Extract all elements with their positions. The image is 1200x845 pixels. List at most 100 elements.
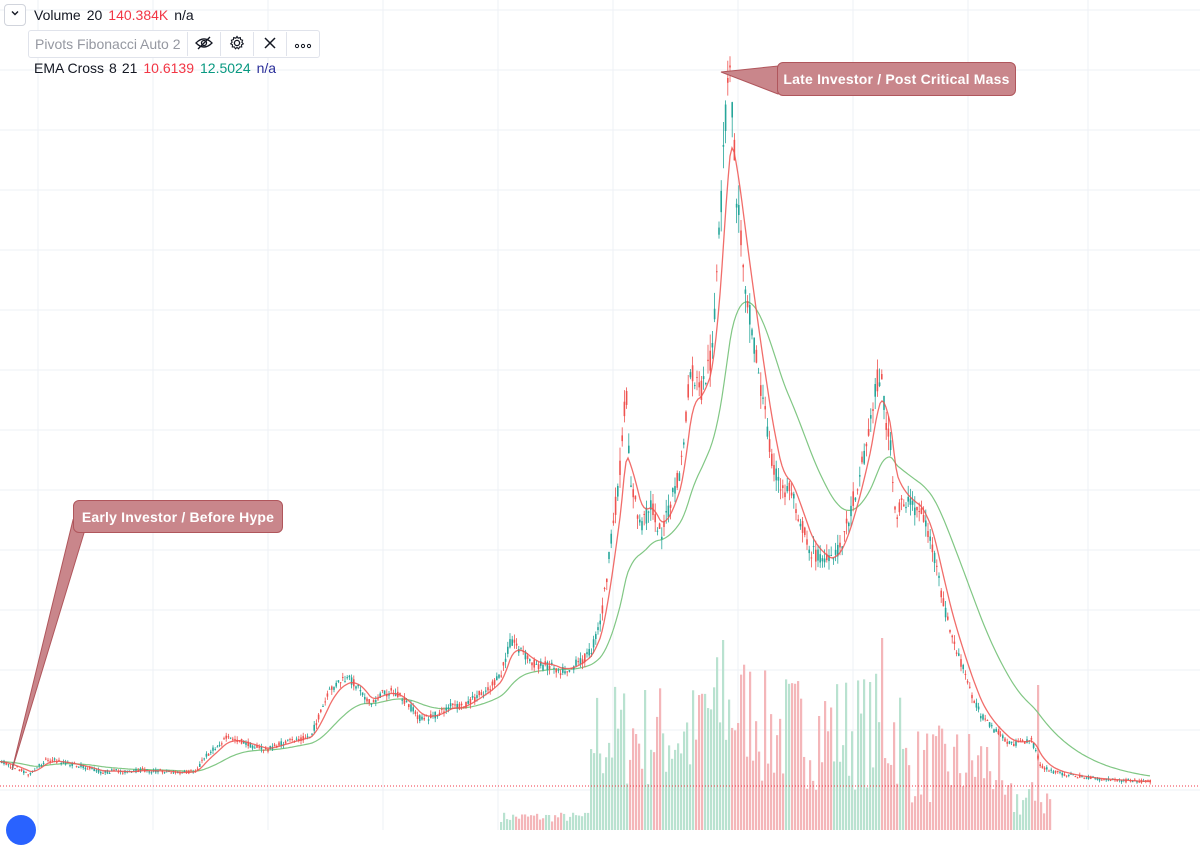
legend-collapse-button[interactable] [4,4,26,26]
callout-early-investor[interactable]: Early Investor / Before Hype [73,500,283,533]
candle-body [674,486,676,494]
candle-body [159,769,161,771]
candle-body [696,376,698,378]
volume-bar [524,814,527,830]
volume-bar [830,707,833,830]
candle-body [916,506,918,511]
candle-body [577,661,579,663]
candle-body [995,729,997,732]
candle-body [1136,780,1138,783]
candle-body [903,504,905,507]
callout-late-investor[interactable]: Late Investor / Post Critical Mass [777,62,1016,96]
candle-body [216,746,219,748]
candle-body [632,489,634,498]
candle-body [427,719,430,721]
candle-body [223,738,225,740]
candle-body [905,506,907,509]
candle-body [938,575,940,578]
candle-body [212,747,214,751]
candle-body [1101,779,1103,781]
candle-body [531,662,533,666]
volume-bar [710,709,713,830]
tradingview-logo-icon[interactable] [6,815,36,845]
candle-body [412,707,414,712]
volume-bar [614,686,617,830]
volume-bar [815,789,818,830]
indicator-settings-button[interactable] [219,32,253,56]
candle-body [639,519,641,523]
legend-ema[interactable]: EMA Cross 8 21 10.6139 12.5024 n/a [34,60,276,76]
volume-bar [707,708,710,830]
candle-body [500,675,502,677]
volume-bar [545,814,548,830]
volume-bar [713,687,716,830]
volume-bar [746,756,749,830]
ema-slow-period: 21 [121,60,138,76]
candle-body [971,694,973,699]
candle-body [485,690,487,692]
candle-body [210,751,212,753]
candle-body [817,549,819,561]
candle-body [529,659,531,662]
volume-bar [692,690,695,830]
volume-bar [818,715,821,830]
candle-body [630,485,632,488]
candle-body [676,472,678,488]
volume-bar [794,683,797,830]
more-options-button[interactable] [285,32,319,56]
candle-body [7,764,10,766]
volume-bar [755,721,758,830]
volume-bar [698,695,701,830]
candle-body [190,770,192,772]
candle-body [1063,773,1066,776]
candle-body [724,104,727,131]
volume-bar [761,780,764,830]
candle-body [476,695,478,698]
volume-bar [872,767,875,830]
candle-body [18,769,21,771]
candle-body [247,741,249,747]
candle-body [806,539,808,545]
candle-body [408,704,410,707]
eye-off-icon [194,36,213,53]
volume-bar [554,815,557,830]
candle-body [553,667,555,669]
candle-body [1,762,3,764]
volume-bar [734,730,737,830]
candle-body [951,635,953,638]
candle-body [863,450,865,464]
remove-indicator-button[interactable] [252,32,286,56]
candle-body [707,359,709,362]
candle-body [685,411,687,422]
volume-bar [701,693,704,830]
candle-body [579,658,582,665]
volume-bar [512,814,515,830]
volume-bar [1004,794,1007,830]
candle-body [515,643,518,646]
candle-body [249,742,252,748]
volume-bar [782,773,785,830]
candle-body [458,703,461,710]
candle-body [1061,773,1063,776]
legend-pivots[interactable]: Pivots Fibonacci Auto 2 [28,30,320,58]
candle-body [337,680,340,682]
volume-bar [773,772,776,830]
candle-body [892,482,894,484]
candle-body [328,688,331,690]
volume-bar [626,783,629,830]
volume-bar [1001,780,1004,830]
candle-body [203,758,205,760]
candle-body [1131,781,1134,783]
candle-body [661,536,663,540]
legend-volume[interactable]: Volume 20 140.384K n/a [34,7,194,23]
candle-body [878,382,881,387]
candle-body [909,498,912,505]
candle-body [1109,779,1112,781]
hide-indicator-button[interactable] [186,32,220,56]
candle-body [859,475,861,477]
volume-bar [974,776,977,830]
candle-body [234,738,236,741]
volume-bar [539,819,542,830]
volume-bar [971,760,974,830]
